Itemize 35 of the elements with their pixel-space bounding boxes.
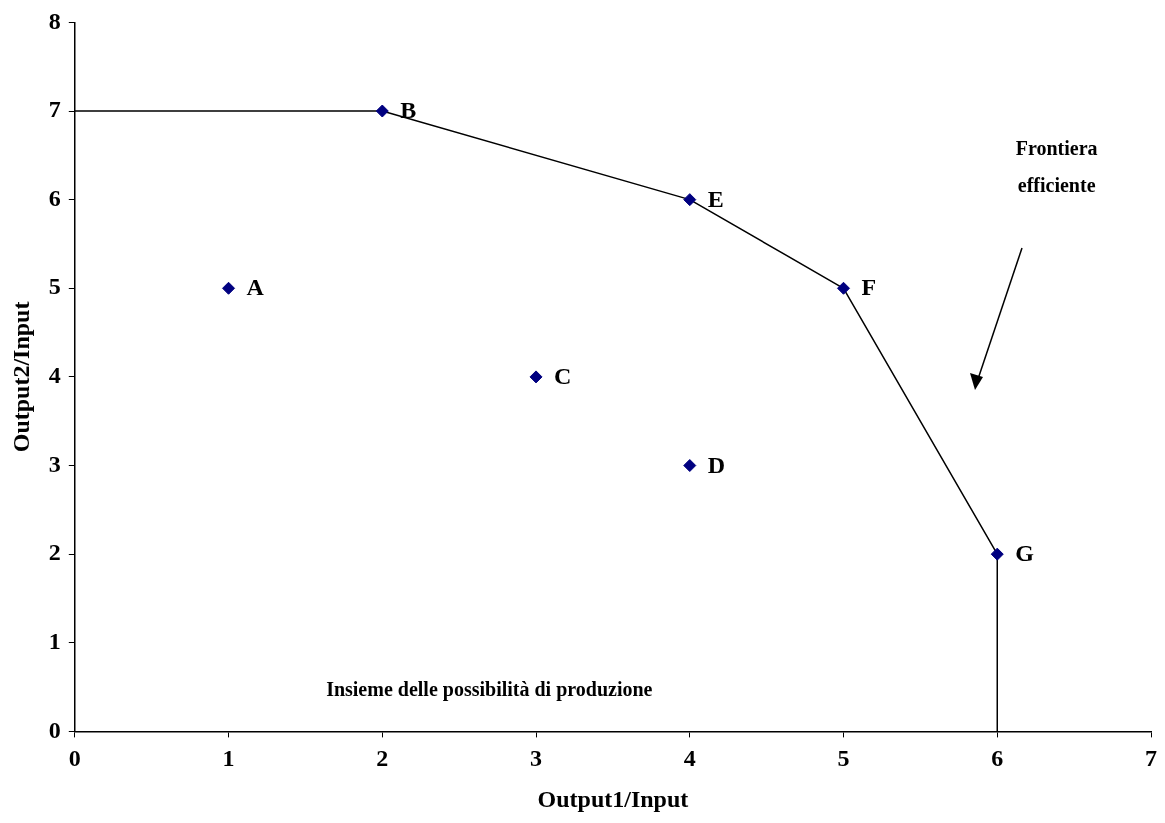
annotation: Insieme delle possibilità di produzione	[326, 678, 653, 702]
annotation: E	[707, 185, 724, 212]
x-tick-label: 2	[376, 745, 389, 771]
x-tick-label: 3	[530, 745, 543, 771]
y-tick-label: 8	[48, 7, 61, 34]
y-tick-label: 2	[48, 539, 61, 566]
y-axis-title: Output2/Input	[7, 301, 34, 453]
y-tick-label: 7	[48, 96, 61, 123]
annotation: D	[707, 451, 726, 478]
x-tick-label: 5	[837, 745, 850, 771]
point	[222, 281, 236, 295]
y-tick-label: 1	[48, 627, 61, 654]
point	[990, 547, 1004, 561]
y-tick-label: 3	[48, 450, 61, 477]
y-tick-label: 5	[48, 273, 61, 300]
annotation: A	[246, 274, 265, 301]
x-axis-title: Output1/Input	[537, 785, 689, 812]
annotation: G	[1015, 540, 1035, 567]
point	[375, 104, 389, 118]
annotation: F	[861, 274, 877, 301]
annotation: C	[554, 363, 572, 390]
y-tick-label: 6	[48, 184, 61, 211]
x-tick-label: 7	[1145, 745, 1157, 771]
point	[683, 459, 697, 473]
annotation: Frontiera efficiente	[1015, 137, 1098, 197]
x-tick-label: 0	[68, 745, 81, 771]
y-tick-label: 0	[48, 716, 61, 743]
point	[529, 370, 543, 384]
annotation: B	[400, 97, 417, 124]
x-tick-label: 4	[683, 745, 696, 771]
x-tick-label: 1	[222, 745, 235, 771]
y-tick-label: 4	[48, 362, 61, 389]
point	[683, 193, 697, 207]
x-tick-label: 6	[991, 745, 1004, 771]
point	[837, 281, 851, 295]
